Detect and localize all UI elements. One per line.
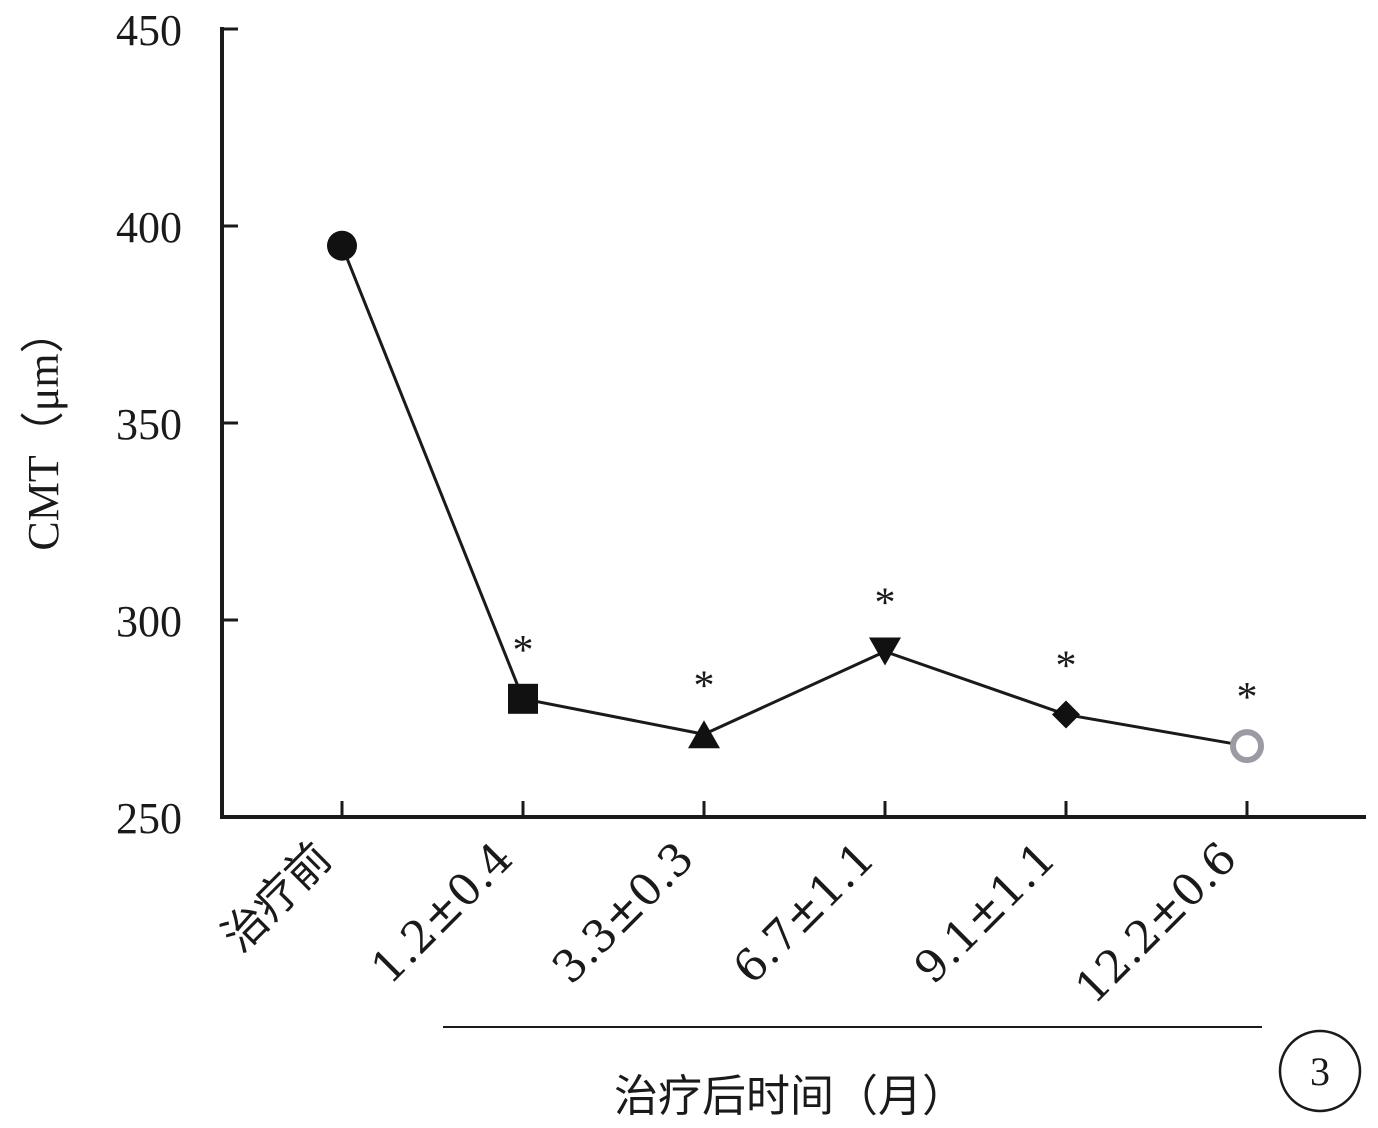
marker-circle-0 xyxy=(327,230,357,261)
y-axis-label: CMT（μm） xyxy=(19,309,68,550)
x-axis-label: 治疗后时间（月） xyxy=(614,1071,966,1122)
y-tick-label-400: 400 xyxy=(116,203,182,252)
y-tick-label-350: 350 xyxy=(116,400,182,449)
series-line xyxy=(340,245,1248,748)
axes xyxy=(220,27,1366,819)
marker-square-1 xyxy=(508,683,538,714)
y-tick-label-300: 300 xyxy=(116,597,182,646)
y-ticks: 250 300 350 400 450 xyxy=(116,6,238,843)
y-tick-label-250: 250 xyxy=(116,794,182,843)
significance-star-5: * xyxy=(1237,675,1258,721)
significance-star-4: * xyxy=(1056,644,1077,690)
x-ticks: 治疗前 1.2±0.4 3.3±0.3 6.7±1.1 9.1±1.1 12.2±0.6 xyxy=(212,801,1249,1014)
significance-star-2: * xyxy=(694,663,715,709)
x-tick-label-0: 治疗前 xyxy=(212,833,341,962)
x-tick-label-3: 6.7±1.1 xyxy=(724,833,885,994)
significance-star-1: * xyxy=(513,628,534,674)
significance-marks: * * * * * xyxy=(513,581,1258,722)
marker-triangle-up-2 xyxy=(688,720,720,749)
x-tick-label-5: 12.2±0.6 xyxy=(1066,833,1247,1014)
series-polyline xyxy=(340,245,1248,748)
marker-triangle-down-3 xyxy=(869,637,901,666)
panel-label: 3 xyxy=(1310,1049,1330,1094)
x-tick-label-1: 1.2±0.4 xyxy=(362,833,523,994)
data-markers xyxy=(327,230,1264,764)
y-tick-label-450: 450 xyxy=(116,6,182,55)
significance-star-3: * xyxy=(875,581,896,627)
x-tick-label-4: 9.1±1.1 xyxy=(905,833,1066,994)
x-tick-label-2: 3.3±0.3 xyxy=(543,833,704,994)
panel-label-circle xyxy=(1278,1029,1362,1113)
marker-open-circle-5 xyxy=(1230,729,1264,764)
marker-diamond-4 xyxy=(1052,700,1080,729)
